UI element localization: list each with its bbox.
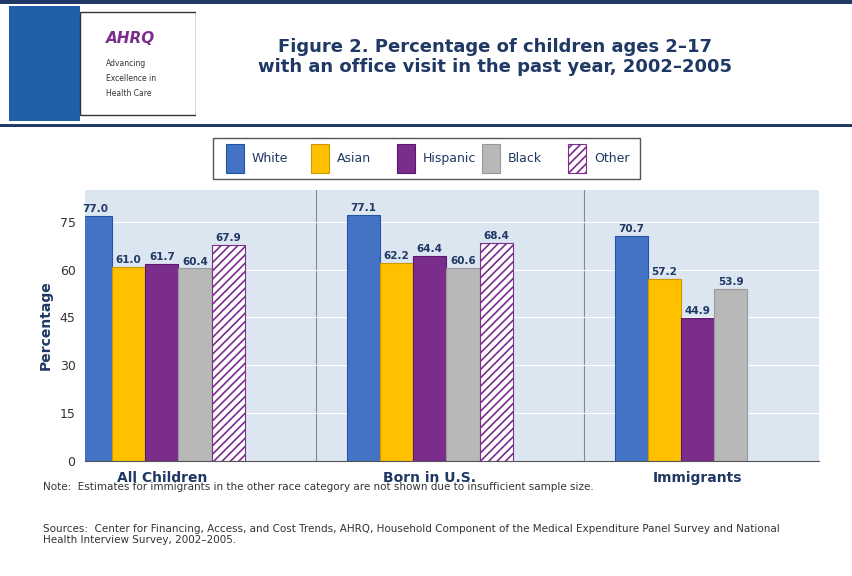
Text: 57.2: 57.2 bbox=[651, 267, 676, 276]
Bar bbox=[481, 144, 500, 173]
Text: 70.7: 70.7 bbox=[618, 223, 643, 234]
Text: 62.2: 62.2 bbox=[383, 251, 409, 261]
Text: Advancing: Advancing bbox=[106, 59, 147, 68]
Bar bbox=[479, 243, 512, 461]
Bar bbox=[79, 215, 112, 461]
Text: Sources:  Center for Financing, Access, and Cost Trends, AHRQ, Household Compone: Sources: Center for Financing, Access, a… bbox=[43, 524, 779, 545]
Text: 61.0: 61.0 bbox=[116, 255, 141, 264]
Bar bbox=[396, 144, 414, 173]
Text: 61.7: 61.7 bbox=[149, 252, 175, 263]
Bar bbox=[311, 144, 329, 173]
Text: 44.9: 44.9 bbox=[684, 306, 710, 316]
Text: Excellence in: Excellence in bbox=[106, 74, 156, 83]
Text: Health Care: Health Care bbox=[106, 89, 152, 98]
Bar bbox=[112, 267, 145, 461]
Bar bbox=[80, 12, 196, 115]
Text: 68.4: 68.4 bbox=[482, 231, 509, 241]
Text: AHRQ: AHRQ bbox=[106, 31, 155, 46]
Bar bbox=[713, 289, 746, 461]
Bar bbox=[379, 263, 412, 461]
Text: Figure 2. Percentage of children ages 2–17
with an office visit in the past year: Figure 2. Percentage of children ages 2–… bbox=[257, 37, 731, 77]
Text: 67.9: 67.9 bbox=[215, 233, 241, 242]
Bar bbox=[648, 279, 680, 461]
Text: 60.4: 60.4 bbox=[181, 256, 208, 267]
Bar bbox=[211, 245, 245, 461]
Bar bbox=[567, 144, 585, 173]
Bar bbox=[412, 256, 446, 461]
Bar bbox=[446, 268, 479, 461]
Text: 60.6: 60.6 bbox=[450, 256, 475, 266]
Text: Asian: Asian bbox=[337, 152, 371, 165]
Text: White: White bbox=[251, 152, 287, 165]
Bar bbox=[347, 215, 379, 461]
Bar bbox=[145, 264, 178, 461]
Bar bbox=[9, 6, 80, 121]
Text: Hispanic: Hispanic bbox=[422, 152, 475, 165]
Text: Note:  Estimates for immigrants in the other race category are not shown due to : Note: Estimates for immigrants in the ot… bbox=[43, 482, 593, 492]
Text: 64.4: 64.4 bbox=[417, 244, 442, 254]
Bar bbox=[614, 236, 648, 461]
Text: 53.9: 53.9 bbox=[717, 277, 743, 287]
Text: 77.1: 77.1 bbox=[350, 203, 376, 213]
Y-axis label: Percentage: Percentage bbox=[38, 281, 53, 370]
Text: 77.0: 77.0 bbox=[83, 204, 108, 214]
Bar bbox=[225, 144, 244, 173]
Bar bbox=[212, 138, 640, 179]
Bar bbox=[178, 268, 211, 461]
Bar bbox=[680, 318, 713, 461]
Text: Black: Black bbox=[508, 152, 542, 165]
Text: Other: Other bbox=[593, 152, 629, 165]
